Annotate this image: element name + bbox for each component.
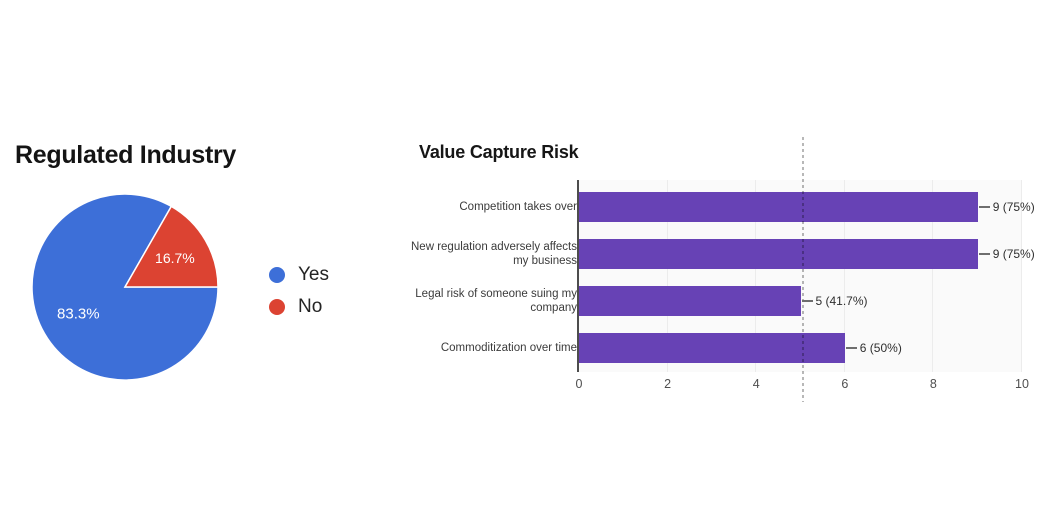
bar-chart-title: Value Capture Risk [419, 142, 579, 162]
value-text: 9 (75%) [992, 200, 1035, 214]
value-text: 9 (75%) [992, 247, 1035, 261]
x-tick-2: 2 [664, 377, 672, 391]
bar-plot-area [579, 180, 1022, 372]
reference-dashed-line [801, 137, 804, 402]
value-callout-line [978, 206, 990, 208]
value-label-4: 6 (50%) [845, 333, 902, 363]
pie-chart-section: Regulated Industry 83.3% 16.7% Yes No [0, 0, 410, 525]
pie-legend: Yes No [269, 264, 329, 328]
value-text: 6 (50%) [859, 341, 902, 355]
category-label-4: Commoditization over time [440, 342, 577, 354]
bar-chart-section: Value Capture Risk Competition takes ove… [410, 130, 1042, 420]
pie-slice-no [123, 205, 219, 288]
value-callout-line [845, 347, 857, 349]
legend-color-dot [269, 299, 285, 315]
pie-slice-label: 16.7% [155, 250, 195, 266]
value-callout-line [978, 253, 990, 255]
gridline [843, 180, 845, 372]
category-label-2: New regulation adversely affects my busi… [411, 241, 577, 267]
legend-item-no: No [269, 296, 329, 318]
value-label-2: 9 (75%) [978, 239, 1035, 269]
legend-color-dot [269, 267, 285, 283]
x-tick-0: 0 [575, 377, 583, 391]
y-axis-line [577, 180, 579, 372]
bar-1 [579, 192, 978, 222]
value-label-1: 9 (75%) [978, 192, 1035, 222]
category-label-3: Legal risk of someone suing my company [415, 288, 577, 314]
legend-label: Yes [298, 264, 329, 285]
value-label-3: 5 (41.7%) [801, 286, 868, 316]
bar-3 [579, 286, 801, 316]
x-tick-8: 8 [929, 377, 937, 391]
pie-chart-title: Regulated Industry [15, 141, 237, 169]
value-text: 5 (41.7%) [815, 294, 868, 308]
x-tick-10: 10 [1015, 377, 1029, 391]
x-tick-4: 4 [752, 377, 760, 391]
gridline [932, 180, 934, 372]
gridline [666, 180, 668, 372]
gridline [755, 180, 757, 372]
legend-item-yes: Yes [269, 264, 329, 286]
bar-2 [579, 239, 978, 269]
value-callout-line [801, 300, 813, 302]
gridline [1021, 180, 1022, 372]
bar-4 [579, 333, 845, 363]
category-label-1: Competition takes over [459, 201, 577, 213]
pie-slice-label: 83.3% [57, 306, 100, 323]
x-tick-6: 6 [841, 377, 849, 391]
legend-label: No [298, 296, 323, 317]
pie-chart: 83.3% 16.7% [31, 193, 219, 381]
